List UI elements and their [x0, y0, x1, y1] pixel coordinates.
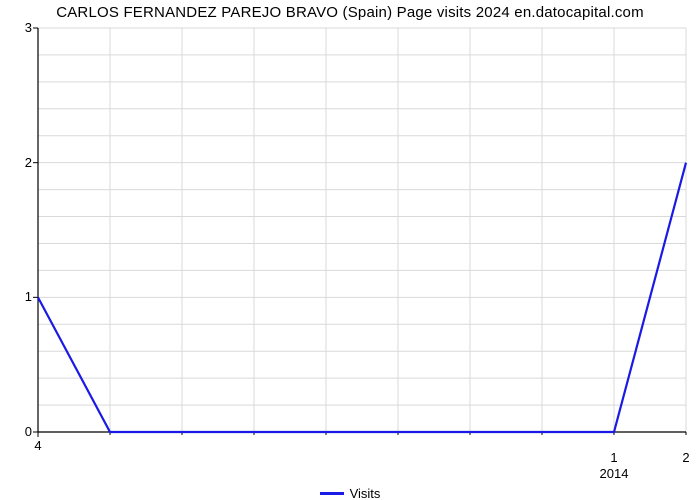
plot-svg [38, 28, 686, 432]
x2-year-label: 2014 [600, 466, 629, 481]
y-tick-label: 2 [10, 155, 32, 170]
legend-label: Visits [350, 486, 381, 500]
y-tick-label: 0 [10, 424, 32, 439]
x2-tick-label: 1 [610, 450, 617, 465]
visits-chart: CARLOS FERNANDEZ PAREJO BRAVO (Spain) Pa… [0, 0, 700, 500]
y-tick-label: 3 [10, 20, 32, 35]
chart-title: CARLOS FERNANDEZ PAREJO BRAVO (Spain) Pa… [0, 4, 700, 21]
legend-swatch [320, 492, 344, 495]
legend: Visits [0, 486, 700, 500]
plot-area [38, 28, 686, 432]
y-tick-label: 1 [10, 289, 32, 304]
x-tick-label: 4 [34, 438, 41, 453]
x2-tick-label: 2 [682, 450, 689, 465]
